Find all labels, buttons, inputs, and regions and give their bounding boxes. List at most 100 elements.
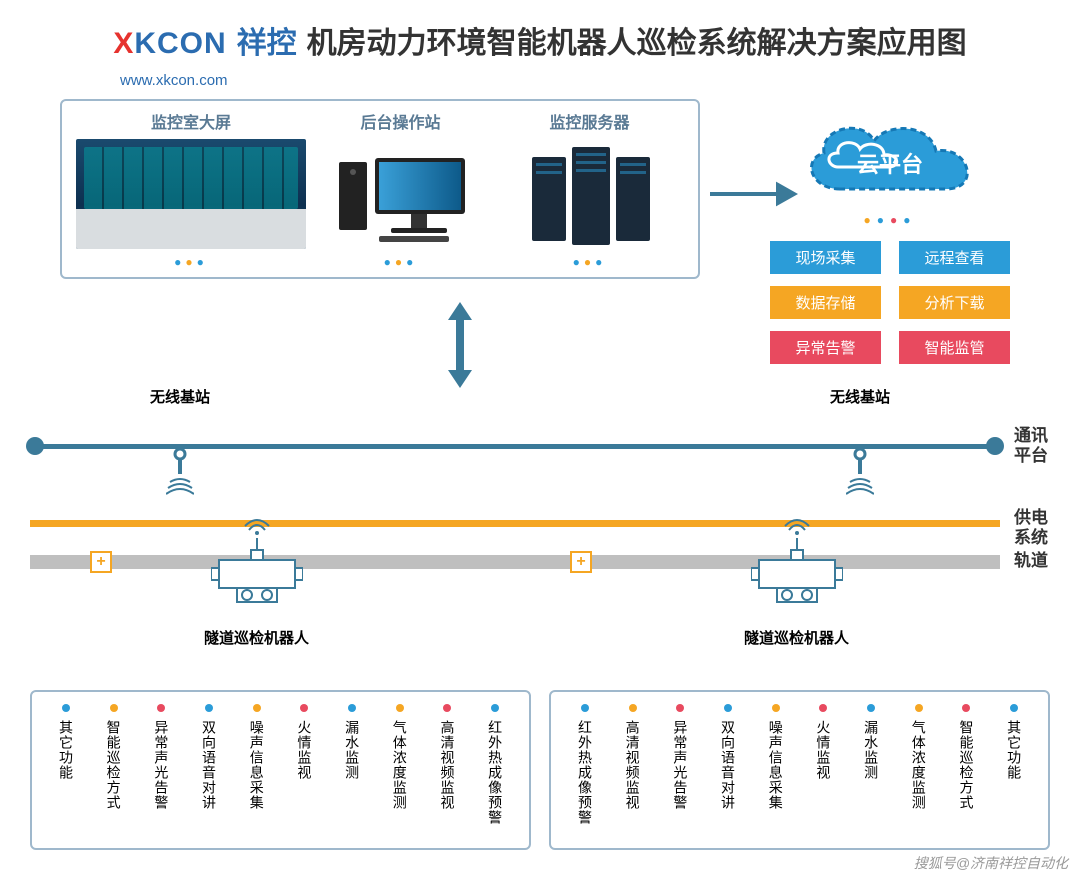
arrow-vertical-icon <box>440 290 480 400</box>
robot-icon <box>751 538 843 616</box>
wifi-icon <box>243 516 271 541</box>
feature-text: 噪声信息采集 <box>767 720 785 810</box>
robot-icon <box>211 538 303 616</box>
feature-dot-icon <box>491 704 499 712</box>
antenna-icon <box>846 448 874 503</box>
site-url: www.xkcon.com <box>120 72 1080 89</box>
logo-latin: XKCON <box>113 27 226 61</box>
power-label: 供电系统 <box>1014 508 1054 549</box>
feature-text: 双向语音对讲 <box>200 720 218 810</box>
feature-item: 智能巡检方式 <box>949 704 983 830</box>
feature-item: 气体浓度监测 <box>902 704 936 830</box>
monitor-label: 监控室大屏 <box>76 109 306 133</box>
feature-dot-icon <box>724 704 732 712</box>
feature-text: 其它功能 <box>57 720 75 780</box>
feature-item: 漏水监测 <box>335 704 369 830</box>
feature-dot-icon <box>348 704 356 712</box>
cloud-tag: 异常告警 <box>770 331 881 364</box>
feature-box-left: 其它功能 智能巡检方式 异常声光告警 双向语音对讲 噪声信息采集 火情监视 漏水监测 气体浓度… <box>30 690 531 850</box>
feature-dot-icon <box>110 704 118 712</box>
monitor-item: 监控室大屏●●● <box>76 109 306 269</box>
feature-item: 其它功能 <box>49 704 83 830</box>
feature-text: 异常声光告警 <box>671 720 689 810</box>
page-title: 机房动力环境智能机器人巡检系统解决方案应用图 <box>307 18 967 62</box>
feature-text: 高清视频监视 <box>623 720 641 810</box>
feature-dot-icon <box>396 704 404 712</box>
servers-icon <box>520 139 660 249</box>
robot: 隧道巡检机器人 <box>744 538 849 648</box>
feature-item: 异常声光告警 <box>663 704 697 830</box>
wireless-station: 无线基站 <box>830 386 890 407</box>
feature-item: 双向语音对讲 <box>192 704 226 830</box>
cloud-tag: 现场采集 <box>770 241 881 274</box>
feature-text: 高清视频监视 <box>438 720 456 810</box>
feature-dot-icon <box>819 704 827 712</box>
power-line <box>30 520 1000 527</box>
feature-text: 气体浓度监测 <box>910 720 928 810</box>
feature-text: 异常声光告警 <box>152 720 170 810</box>
watermark: 搜狐号@济南祥控自动化 <box>914 853 1068 873</box>
feature-dot-icon <box>62 704 70 712</box>
feature-dot-icon <box>915 704 923 712</box>
feature-text: 红外热成像预警 <box>576 720 594 825</box>
feature-text: 噪声信息采集 <box>248 720 266 810</box>
robot-label: 隧道巡检机器人 <box>744 627 849 648</box>
feature-text: 气体浓度监测 <box>391 720 409 810</box>
cloud-tag: 分析下载 <box>899 286 1010 319</box>
dots-icon: ●●● <box>495 255 684 269</box>
feature-item: 噪声信息采集 <box>759 704 793 830</box>
feature-box-right: 红外热成像预警 高清视频监视 异常声光告警 双向语音对讲 噪声信息采集 火情监视 漏水监测 气… <box>549 690 1050 850</box>
feature-item: 异常声光告警 <box>144 704 178 830</box>
feature-dot-icon <box>300 704 308 712</box>
feature-dot-icon <box>581 704 589 712</box>
control-room-image <box>76 139 306 249</box>
feature-dot-icon <box>157 704 165 712</box>
track-junction-icon: + <box>570 551 592 573</box>
cloud-tag: 数据存储 <box>770 286 881 319</box>
feature-dot-icon <box>443 704 451 712</box>
feature-text: 双向语音对讲 <box>719 720 737 810</box>
cloud-tag: 远程查看 <box>899 241 1010 274</box>
station-label: 无线基站 <box>150 386 210 407</box>
station-label: 无线基站 <box>830 386 890 407</box>
feature-text: 智能巡检方式 <box>957 720 975 810</box>
feature-item: 气体浓度监测 <box>383 704 417 830</box>
feature-text: 其它功能 <box>1005 720 1023 780</box>
feature-text: 漏水监测 <box>862 720 880 780</box>
robot: 隧道巡检机器人 <box>204 538 309 648</box>
comm-label: 通讯平台 <box>1014 426 1054 467</box>
track-junction-icon: + <box>90 551 112 573</box>
track-label: 轨道 <box>1014 551 1054 571</box>
feature-dot-icon <box>867 704 875 712</box>
feature-dot-icon <box>1010 704 1018 712</box>
feature-item: 高清视频监视 <box>616 704 650 830</box>
feature-item: 红外热成像预警 <box>568 704 602 830</box>
feature-text: 火情监视 <box>814 720 832 780</box>
comm-endpoint <box>26 437 44 455</box>
feature-dot-icon <box>253 704 261 712</box>
monitor-label: 监控服务器 <box>495 109 684 133</box>
cloud-tags: 现场采集远程查看数据存储分析下载异常告警智能监管 <box>770 241 1010 364</box>
antenna-icon <box>166 448 194 503</box>
feature-dot-icon <box>962 704 970 712</box>
top-section: 监控室大屏●●●后台操作站●●●监控服务器 ●●● 云平台 ●●●● 现场采集远程… <box>60 99 1040 299</box>
feature-text: 火情监视 <box>295 720 313 780</box>
feature-item: 红外热成像预警 <box>478 704 512 830</box>
feature-item: 智能巡检方式 <box>97 704 131 830</box>
logo-cn: 祥控 <box>237 18 297 62</box>
cloud-panel: 云平台 ●●●● 现场采集远程查看数据存储分析下载异常告警智能监管 <box>740 109 1040 364</box>
monitor-box: 监控室大屏●●●后台操作站●●●监控服务器 ●●● <box>60 99 700 279</box>
feature-item: 火情监视 <box>287 704 321 830</box>
monitor-label: 后台操作站 <box>306 109 495 133</box>
cloud-dots: ●●●● <box>740 213 1040 227</box>
feature-item: 噪声信息采集 <box>240 704 274 830</box>
feature-item: 双向语音对讲 <box>711 704 745 830</box>
comm-endpoint <box>986 437 1004 455</box>
cloud-label: 云平台 <box>790 147 990 179</box>
feature-dot-icon <box>629 704 637 712</box>
monitor-item: 后台操作站●●● <box>306 109 495 269</box>
feature-dot-icon <box>772 704 780 712</box>
cloud-tag: 智能监管 <box>899 331 1010 364</box>
feature-text: 漏水监测 <box>343 720 361 780</box>
monitor-item: 监控服务器 ●●● <box>495 109 684 269</box>
